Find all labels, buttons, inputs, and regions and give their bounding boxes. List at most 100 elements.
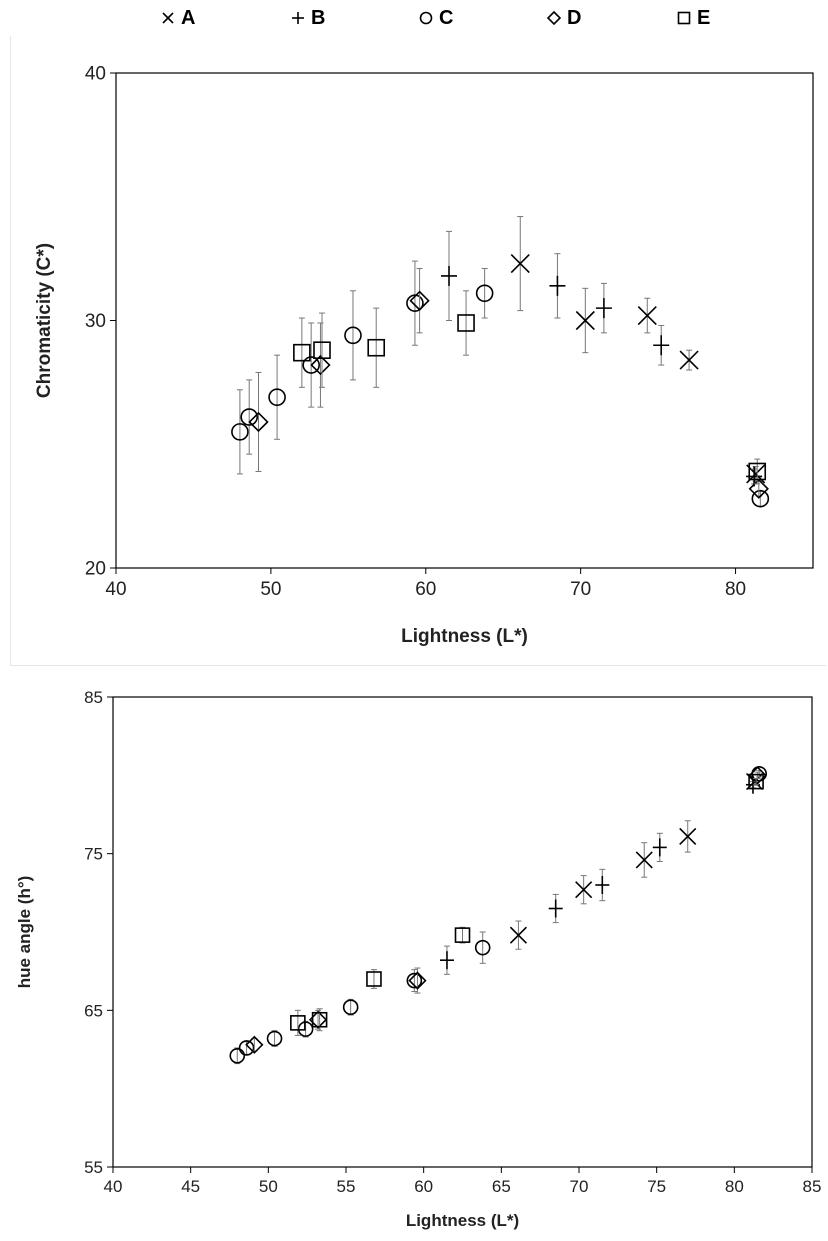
series-a	[510, 216, 766, 484]
x-tick-label: 75	[647, 1177, 666, 1196]
data-point-square	[454, 927, 471, 943]
plot-area-frame	[115, 72, 814, 569]
x-tick-label: 50	[260, 579, 281, 600]
y-tick-label: 55	[84, 1158, 103, 1177]
data-point-plus	[652, 838, 667, 857]
legend-item-e: E	[676, 6, 710, 30]
data-point-circle	[268, 388, 286, 407]
series-b	[439, 775, 760, 975]
series-e	[293, 290, 767, 485]
y-tick-label: 75	[84, 845, 103, 864]
series-e	[290, 773, 764, 1036]
data-point-x	[635, 851, 653, 869]
x-tick-label: 70	[570, 1177, 589, 1196]
data-point-circle	[474, 939, 491, 956]
data-point-plus	[595, 298, 612, 319]
plot-area-frame	[112, 696, 813, 1168]
data-point-x	[637, 305, 657, 326]
y-tick-label: 65	[84, 1001, 103, 1020]
x-tick-label: 60	[414, 1177, 433, 1196]
x-tick-label: 80	[725, 1177, 744, 1196]
data-point-square	[748, 462, 767, 481]
data-point-circle	[342, 999, 359, 1016]
x-tick-label: 60	[415, 579, 436, 600]
x-marker-stroke	[575, 881, 593, 899]
data-point-x	[510, 254, 530, 274]
legend-label-e: E	[697, 6, 711, 29]
x-tick-label: 85	[803, 1177, 822, 1196]
data-point-circle	[231, 423, 249, 441]
data-point-x	[509, 926, 527, 944]
x-tick-label: 40	[105, 579, 126, 600]
data-point-x	[575, 881, 593, 899]
data-point-plus	[653, 335, 670, 356]
data-point-circle	[238, 1040, 255, 1056]
series-d	[248, 268, 769, 499]
data-point-x	[575, 310, 595, 331]
x-marker-stroke	[679, 350, 699, 370]
x-axis-label: Lightness (L*)	[406, 1211, 519, 1230]
data-point-plus	[595, 876, 610, 894]
data-point-plus	[549, 275, 566, 296]
x-marker-stroke	[509, 926, 527, 944]
data-point-diamond	[248, 411, 269, 433]
x-tick-label: 70	[570, 579, 591, 600]
data-point-circle	[240, 408, 259, 426]
data-point-circle	[475, 284, 494, 303]
data-point-square	[293, 343, 311, 362]
square-marker-icon	[677, 11, 691, 25]
y-tick-label: 85	[84, 688, 103, 707]
legend-label-d: D	[567, 6, 582, 29]
data-point-diamond	[409, 290, 430, 311]
data-point-x	[679, 350, 699, 370]
data-point-circle	[751, 489, 770, 508]
x-axis-label: Lightness (L*)	[401, 626, 528, 647]
legend-item-c: C	[418, 6, 453, 30]
data-point-square	[367, 338, 386, 357]
x-tick-label: 50	[259, 1177, 278, 1196]
legend-label-b: B	[311, 6, 326, 29]
series-c	[231, 260, 770, 508]
y-axis-label: Chromaticity (C*)	[34, 243, 55, 398]
data-point-circle	[344, 326, 362, 345]
x-marker-stroke	[575, 310, 595, 331]
plus-marker-icon	[292, 12, 304, 24]
legend-item-d: D	[546, 6, 581, 30]
data-point-square	[313, 341, 331, 360]
y-tick-label: 20	[85, 559, 106, 580]
legend: A B C D E	[0, 0, 828, 36]
data-point-x	[679, 827, 697, 845]
series-b	[441, 230, 763, 487]
x-tick-label: 45	[181, 1177, 200, 1196]
y-axis-label: hue angle (h°)	[15, 876, 34, 989]
x-tick-label: 80	[725, 579, 746, 600]
hue-angle-chart: 40 45 50 55 60 65 70 75 80 85 55 65 75 85 Lightness (L…	[15, 688, 822, 1230]
data-point-square	[748, 773, 764, 790]
y-tick-label: 30	[85, 311, 106, 332]
data-point-circle	[406, 972, 423, 989]
data-point-circle	[302, 356, 320, 374]
data-point-plus	[439, 951, 454, 970]
data-point-diamond	[748, 478, 769, 499]
data-point-circle	[266, 1030, 283, 1047]
diamond-marker-icon	[546, 10, 562, 26]
x-marker-stroke	[679, 827, 697, 845]
chart-panel-border	[10, 36, 826, 666]
x-marker-icon	[162, 12, 174, 24]
x-marker-stroke	[637, 305, 657, 326]
x-marker-stroke	[510, 254, 530, 274]
data-point-square	[311, 1011, 328, 1028]
x-tick-label: 65	[492, 1177, 511, 1196]
data-point-square	[290, 1015, 306, 1031]
legend-item-b: B	[290, 6, 325, 30]
series-a	[509, 773, 764, 950]
data-point-diamond	[408, 971, 427, 990]
data-point-circle	[406, 294, 424, 312]
x-tick-label: 55	[337, 1177, 356, 1196]
legend-item-a: A	[160, 6, 195, 30]
circle-marker-icon	[419, 11, 433, 25]
data-point-diamond	[310, 354, 331, 376]
data-point-circle	[229, 1047, 246, 1064]
data-point-plus	[441, 265, 458, 286]
data-point-square	[366, 971, 382, 987]
